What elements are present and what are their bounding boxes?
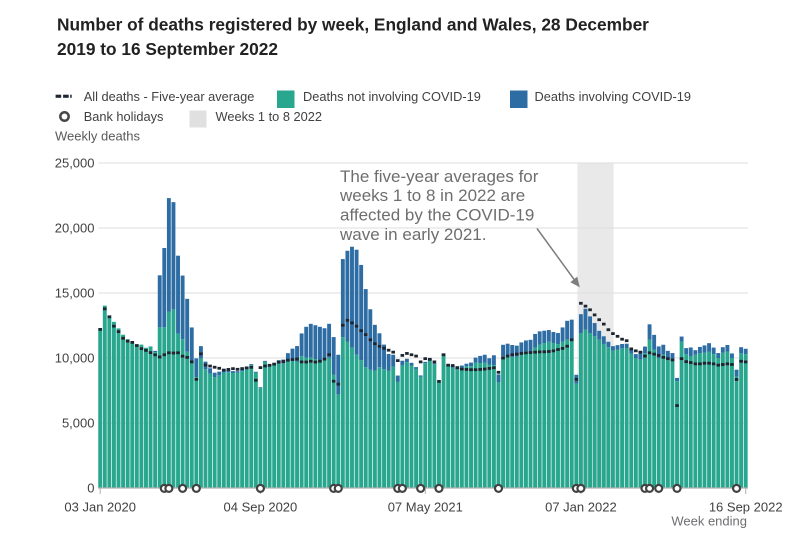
svg-text:affected by the COVID-19: affected by the COVID-19: [340, 206, 534, 225]
svg-text:2019 to 16 September 2022: 2019 to 16 September 2022: [57, 39, 278, 59]
svg-text:07 May 2021: 07 May 2021: [388, 500, 463, 515]
svg-text:The five-year averages for: The five-year averages for: [340, 167, 539, 186]
svg-text:07 Jan 2022: 07 Jan 2022: [545, 500, 617, 515]
svg-text:Number of deaths registered by: Number of deaths registered by week, Eng…: [57, 14, 649, 34]
svg-text:Week ending: Week ending: [671, 514, 747, 529]
svg-text:Weekly deaths: Weekly deaths: [55, 129, 141, 144]
svg-text:04 Sep 2020: 04 Sep 2020: [224, 500, 298, 515]
svg-text:All deaths - Five-year average: All deaths - Five-year average: [84, 89, 255, 104]
svg-text:weeks 1 to 8 in 2022 are: weeks 1 to 8 in 2022 are: [339, 186, 525, 205]
svg-text:Deaths not involving COVID-19: Deaths not involving COVID-19: [303, 89, 481, 104]
svg-text:25,000: 25,000: [55, 156, 95, 171]
svg-text:03 Jan 2020: 03 Jan 2020: [64, 500, 136, 515]
svg-text:0: 0: [87, 481, 94, 496]
svg-text:wave in early 2021.: wave in early 2021.: [339, 225, 486, 244]
svg-text:Bank holidays: Bank holidays: [84, 109, 164, 124]
svg-text:Weeks 1 to 8 2022: Weeks 1 to 8 2022: [216, 109, 322, 124]
svg-text:15,000: 15,000: [55, 286, 95, 301]
svg-text:16 Sep 2022: 16 Sep 2022: [709, 500, 783, 515]
svg-text:10,000: 10,000: [55, 351, 95, 366]
svg-text:Deaths involving COVID-19: Deaths involving COVID-19: [535, 89, 691, 104]
svg-text:20,000: 20,000: [55, 221, 95, 236]
svg-text:5,000: 5,000: [62, 416, 95, 431]
